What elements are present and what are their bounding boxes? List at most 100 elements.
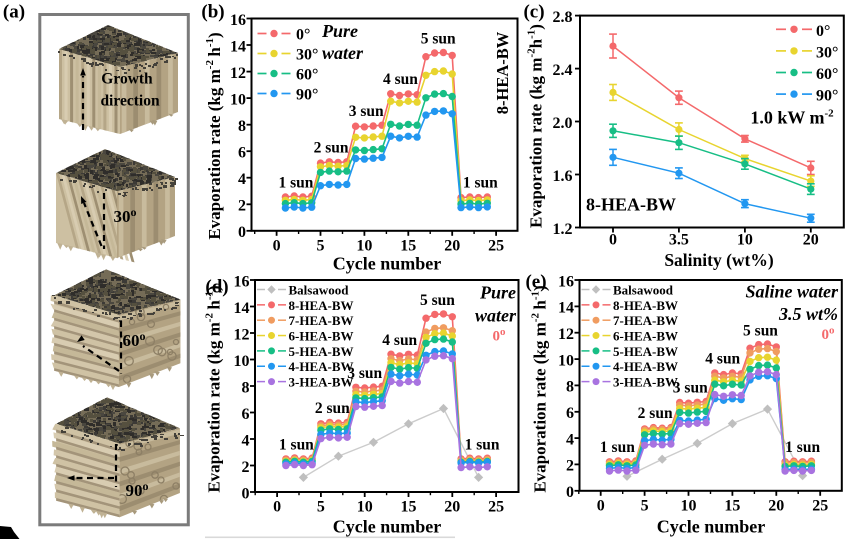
svg-text:60°: 60°	[296, 67, 318, 84]
svg-text:0: 0	[566, 484, 574, 501]
svg-text:4-HEA-BW: 4-HEA-BW	[613, 359, 678, 374]
svg-text:0: 0	[609, 232, 617, 249]
svg-text:1 sun: 1 sun	[463, 175, 498, 192]
svg-text:20: 20	[768, 497, 784, 514]
svg-text:2: 2	[566, 458, 574, 475]
svg-text:7-HEA-BW: 7-HEA-BW	[289, 313, 354, 328]
svg-text:6-HEA-BW: 6-HEA-BW	[289, 329, 354, 344]
svg-text:2.0: 2.0	[553, 115, 573, 132]
svg-text:2 sun: 2 sun	[638, 405, 673, 422]
svg-text:0°: 0°	[296, 27, 310, 44]
svg-text:5: 5	[641, 497, 649, 514]
svg-text:direction: direction	[100, 93, 160, 110]
svg-text:Evaporation rate (kg m-2 h-1): Evaporation rate (kg m-2 h-1)	[529, 285, 549, 492]
svg-text:4: 4	[238, 171, 246, 188]
svg-text:0: 0	[273, 499, 281, 516]
svg-text:20: 20	[444, 499, 460, 516]
svg-text:3.5 wt%: 3.5 wt%	[778, 304, 838, 324]
svg-text:8-HEA-BW: 8-HEA-BW	[586, 195, 676, 215]
svg-text:5 sun: 5 sun	[421, 30, 456, 47]
svg-text:2.8: 2.8	[553, 9, 573, 26]
svg-text:Cycle number: Cycle number	[333, 517, 441, 537]
svg-text:25: 25	[488, 499, 504, 516]
svg-text:1 sun: 1 sun	[600, 439, 635, 456]
svg-text:Evaporation rate (kg m-2 h-1): Evaporation rate (kg m-2 h-1)	[203, 285, 223, 492]
svg-text:10: 10	[234, 353, 250, 370]
svg-text:Saline water: Saline water	[745, 282, 839, 302]
svg-text:3 sun: 3 sun	[347, 365, 382, 382]
svg-text:0: 0	[242, 485, 250, 502]
svg-text:10: 10	[230, 91, 246, 108]
svg-text:6-HEA-BW: 6-HEA-BW	[613, 329, 678, 344]
svg-text:6: 6	[566, 405, 574, 422]
svg-text:8-HEA-BW: 8-HEA-BW	[613, 298, 678, 313]
svg-text:14: 14	[230, 38, 246, 55]
svg-text:12: 12	[234, 326, 250, 343]
svg-text:14: 14	[234, 300, 250, 317]
svg-text:12: 12	[230, 65, 246, 82]
svg-text:10: 10	[357, 499, 373, 516]
svg-text:(c): (c)	[523, 1, 544, 22]
svg-text:8-HEA-BW: 8-HEA-BW	[493, 31, 512, 114]
svg-text:Evaporation rate (kg m-2 h-1): Evaporation rate (kg m-2 h-1)	[204, 32, 224, 239]
svg-text:2: 2	[242, 459, 250, 476]
svg-text:Cycle number: Cycle number	[333, 254, 441, 274]
svg-text:25: 25	[812, 497, 828, 514]
svg-text:3 sun: 3 sun	[349, 103, 384, 120]
svg-text:60°: 60°	[816, 66, 838, 83]
svg-text:5 sun: 5 sun	[420, 292, 455, 309]
svg-text:10: 10	[558, 352, 574, 369]
svg-text:7-HEA-BW: 7-HEA-BW	[613, 313, 678, 328]
svg-text:5: 5	[317, 499, 325, 516]
svg-text:8: 8	[566, 379, 574, 396]
svg-text:2.4: 2.4	[553, 62, 573, 79]
svg-text:5-HEA-BW: 5-HEA-BW	[613, 344, 678, 359]
svg-text:4 sun: 4 sun	[705, 350, 740, 367]
svg-text:20: 20	[444, 237, 460, 254]
svg-text:4 sun: 4 sun	[382, 332, 417, 349]
svg-text:Salinity (wt%): Salinity (wt%)	[664, 250, 774, 270]
svg-text:0: 0	[597, 497, 605, 514]
svg-text:3-HEA-BW: 3-HEA-BW	[289, 375, 354, 390]
svg-text:6: 6	[238, 144, 246, 161]
svg-text:1 sun: 1 sun	[465, 436, 500, 453]
svg-text:0: 0	[238, 224, 246, 241]
svg-text:5-HEA-BW: 5-HEA-BW	[289, 344, 354, 359]
svg-text:2: 2	[238, 198, 246, 215]
svg-text:Pure: Pure	[321, 21, 358, 41]
svg-text:16: 16	[230, 12, 246, 29]
svg-text:Cycle number: Cycle number	[657, 517, 765, 537]
svg-text:6: 6	[242, 406, 250, 423]
svg-text:2 sun: 2 sun	[315, 400, 350, 417]
svg-text:3-HEA-BW: 3-HEA-BW	[613, 375, 678, 390]
svg-text:8-HEA-BW: 8-HEA-BW	[289, 298, 354, 313]
svg-text:8: 8	[242, 379, 250, 396]
svg-text:(d): (d)	[205, 276, 228, 297]
svg-text:water: water	[322, 43, 364, 63]
svg-text:1 sun: 1 sun	[278, 174, 313, 191]
svg-text:10: 10	[356, 237, 372, 254]
svg-text:(b): (b)	[201, 1, 224, 22]
svg-text:Growth: Growth	[101, 71, 153, 88]
svg-text:4: 4	[242, 432, 250, 449]
svg-text:3.5: 3.5	[669, 232, 689, 249]
svg-text:water: water	[475, 306, 517, 326]
svg-text:16: 16	[558, 273, 574, 290]
svg-text:Balsawood: Balsawood	[289, 282, 350, 297]
svg-text:1.2: 1.2	[553, 221, 573, 238]
svg-text:5 sun: 5 sun	[743, 323, 778, 340]
svg-text:Evaporation rate (kg m-2h-1): Evaporation rate (kg m-2h-1)	[525, 24, 545, 228]
svg-text:12: 12	[558, 326, 574, 343]
svg-text:15: 15	[400, 237, 416, 254]
svg-text:Pure: Pure	[479, 283, 516, 303]
svg-text:15: 15	[724, 497, 740, 514]
svg-text:5: 5	[317, 237, 325, 254]
svg-text:30°: 30°	[816, 44, 838, 61]
svg-text:90°: 90°	[816, 88, 838, 105]
svg-text:15: 15	[401, 499, 417, 516]
svg-text:0: 0	[273, 237, 281, 254]
svg-text:0°: 0°	[816, 23, 830, 40]
svg-text:4 sun: 4 sun	[383, 71, 418, 88]
svg-text:1.0 kW m-2: 1.0 kW m-2	[750, 107, 834, 128]
svg-text:90°: 90°	[296, 87, 318, 104]
